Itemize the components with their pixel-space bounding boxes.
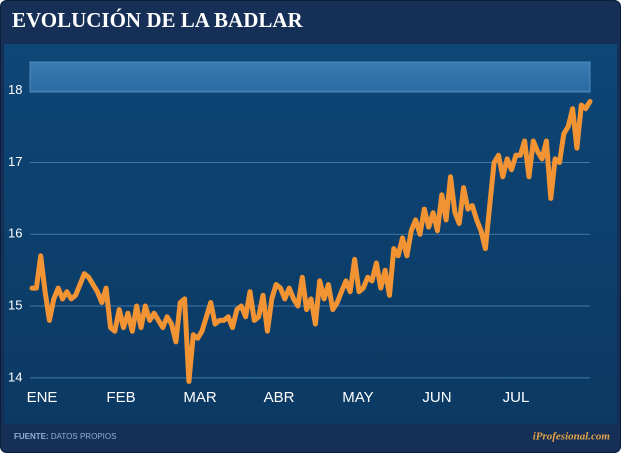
- x-tick-label: MAY: [342, 389, 373, 406]
- x-tick-label: JUN: [422, 389, 451, 406]
- x-tick-label: ABR: [264, 389, 295, 406]
- x-tick-label: MAR: [183, 389, 217, 406]
- y-tick-label: 16: [8, 226, 22, 241]
- highlight-band: [29, 61, 591, 93]
- y-tick-label: 15: [8, 297, 22, 312]
- footer-source: FUENTE: DATOS PROPIOS: [14, 432, 116, 441]
- x-tick-label: ENE: [27, 389, 58, 406]
- title: EVOLUCIÓN DE LA BADLAR: [12, 8, 304, 32]
- y-tick-label: 18: [8, 82, 22, 97]
- x-tick-label: FEB: [106, 389, 135, 406]
- plot: 14 15 16 17 18 ENE FEB MAR ABR MAY JUN JUL: [8, 82, 593, 406]
- source-label: FUENTE:: [14, 432, 49, 441]
- x-tick-label: JUL: [503, 389, 530, 406]
- data-line: [29, 99, 593, 384]
- brand: iProfesional.com: [533, 431, 611, 443]
- y-tick-label: 17: [8, 154, 22, 169]
- source: DATOS PROPIOS: [51, 432, 117, 441]
- y-tick-label: 14: [8, 369, 22, 384]
